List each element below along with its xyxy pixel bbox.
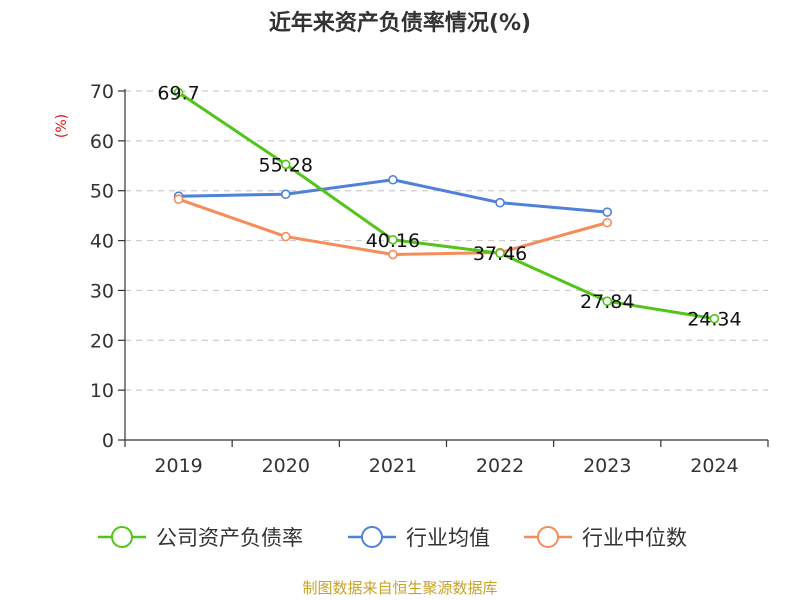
legend-marker <box>361 526 383 548</box>
data-point <box>388 249 398 260</box>
data-point <box>173 87 184 98</box>
x-tick-label: 2019 <box>154 455 202 477</box>
x-tick-label: 2021 <box>369 455 417 477</box>
y-tick-label: 0 <box>102 430 114 452</box>
data-point <box>602 217 613 228</box>
data-point <box>602 296 613 306</box>
axes: 0 10 20 30 40 50 60 70 2019 2020 2021 2022 2023 2024 <box>90 81 769 477</box>
data-point <box>495 248 505 259</box>
y-tick-label: 50 <box>90 181 114 203</box>
legend-marker <box>111 526 133 548</box>
data-label: 27.84 <box>580 291 634 313</box>
source-note: 制图数据来自恒生聚源数据库 <box>302 579 497 597</box>
y-tick-label: 70 <box>90 81 114 103</box>
data-point <box>602 207 613 217</box>
data-labels: 69.7 55.28 40.16 37.46 27.84 24.34 <box>157 82 741 330</box>
data-point <box>280 189 291 200</box>
x-tick-label: 2020 <box>262 455 310 477</box>
chart-title: 近年来资产负债率情况(%) <box>269 10 531 36</box>
data-label: 69.7 <box>157 82 199 104</box>
data-point <box>388 174 398 185</box>
data-point <box>173 194 184 204</box>
y-tick-label: 60 <box>90 131 114 153</box>
y-tick-label: 40 <box>90 231 114 253</box>
legend-label: 行业均值 <box>406 526 490 550</box>
y-tick-label: 30 <box>90 280 114 302</box>
data-label: 37.46 <box>473 243 527 265</box>
legend-label: 公司资产负债率 <box>156 526 303 550</box>
legend-marker <box>537 526 559 548</box>
y-tick-label: 10 <box>90 380 114 402</box>
data-point <box>495 197 505 208</box>
y-axis-label: (%) <box>54 114 70 138</box>
data-label: 24.34 <box>687 309 741 331</box>
data-point <box>388 234 398 245</box>
legend-label: 行业中位数 <box>582 526 687 550</box>
data-point <box>280 231 291 242</box>
grid-lines <box>125 90 768 391</box>
x-tick-label: 2023 <box>583 455 631 477</box>
data-label: 55.28 <box>259 154 313 176</box>
data-point <box>280 159 291 170</box>
series-line-0 <box>177 91 715 321</box>
series-line-1 <box>178 178 608 214</box>
x-tick-label: 2024 <box>690 455 738 477</box>
data-point <box>709 313 720 324</box>
series-layer <box>173 87 720 324</box>
y-tick-label: 20 <box>90 330 114 352</box>
legend: 公司资产负债率 行业均值 行业中位数 <box>98 526 687 550</box>
x-tick-label: 2022 <box>476 455 524 477</box>
data-label: 40.16 <box>366 230 420 252</box>
